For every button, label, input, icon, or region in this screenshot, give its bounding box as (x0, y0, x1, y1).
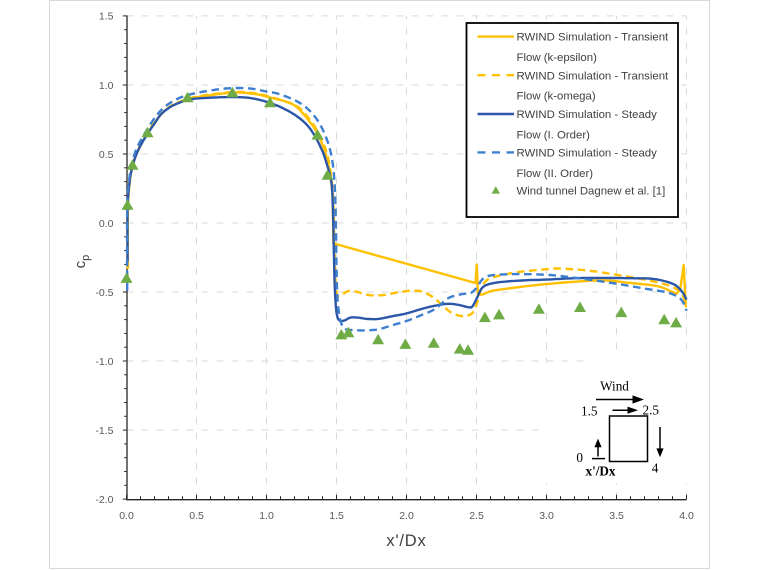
svg-text:RWIND Simulation - Steady: RWIND Simulation - Steady (517, 109, 658, 121)
svg-text:2.5: 2.5 (643, 403, 660, 418)
svg-text:1.5: 1.5 (99, 11, 114, 23)
svg-text:Flow (k-epsilon): Flow (k-epsilon) (517, 52, 598, 64)
svg-text:3.5: 3.5 (609, 510, 624, 522)
svg-text:3.0: 3.0 (539, 510, 554, 522)
svg-text:4.0: 4.0 (679, 510, 694, 522)
svg-text:x'/Dx: x'/Dx (585, 464, 615, 479)
svg-text:-1.5: -1.5 (95, 425, 113, 437)
svg-text:-0.5: -0.5 (95, 287, 113, 299)
svg-text:-1.0: -1.0 (95, 356, 113, 368)
svg-text:Flow (II. Order): Flow (II. Order) (517, 168, 594, 180)
svg-text:2.5: 2.5 (469, 510, 484, 522)
svg-text:0: 0 (576, 450, 583, 465)
svg-text:x'/Dx: x'/Dx (386, 532, 426, 550)
svg-text:RWIND Simulation - Transient: RWIND Simulation - Transient (517, 32, 670, 44)
svg-text:0.5: 0.5 (99, 149, 114, 161)
svg-text:1.0: 1.0 (99, 80, 114, 92)
svg-text:RWIND Simulation - Transient: RWIND Simulation - Transient (517, 70, 670, 82)
svg-text:1.5: 1.5 (581, 404, 598, 419)
svg-text:4: 4 (652, 461, 659, 476)
svg-text:2.0: 2.0 (399, 510, 414, 522)
svg-text:0.5: 0.5 (189, 510, 204, 522)
svg-text:-2.0: -2.0 (95, 494, 113, 506)
svg-text:0.0: 0.0 (99, 218, 114, 230)
svg-text:0.0: 0.0 (119, 510, 134, 522)
svg-text:Flow (I. Order): Flow (I. Order) (517, 129, 591, 141)
svg-text:1.0: 1.0 (259, 510, 274, 522)
svg-text:1.5: 1.5 (329, 510, 344, 522)
svg-text:Flow (k-omega): Flow (k-omega) (517, 91, 596, 103)
svg-text:Wind: Wind (600, 379, 629, 394)
svg-text:Wind tunnel Dagnew et al. [1]: Wind tunnel Dagnew et al. [1] (517, 185, 666, 197)
svg-text:RWIND Simulation - Steady: RWIND Simulation - Steady (517, 148, 658, 160)
